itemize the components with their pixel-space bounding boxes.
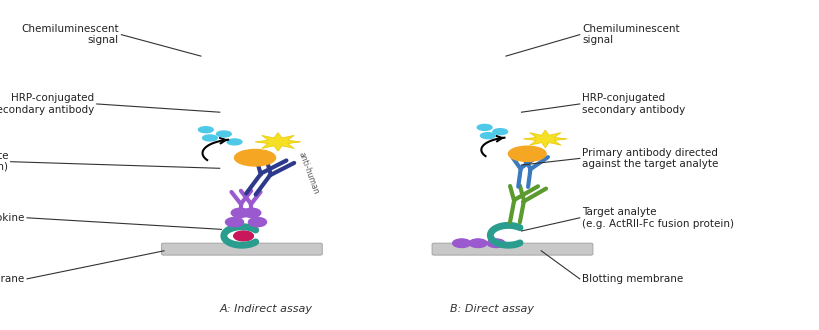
- Circle shape: [480, 133, 495, 139]
- Polygon shape: [523, 130, 567, 148]
- Text: HRP-conjugated
secondary antibody: HRP-conjugated secondary antibody: [581, 93, 685, 115]
- Text: Bait protein: TGF-β cytokine: Bait protein: TGF-β cytokine: [0, 213, 25, 223]
- Text: Blotting membrane: Blotting membrane: [581, 274, 682, 284]
- Text: B: Direct assay: B: Direct assay: [450, 304, 533, 314]
- FancyBboxPatch shape: [432, 243, 592, 255]
- Circle shape: [198, 127, 213, 133]
- Text: A: Indirect assay: A: Indirect assay: [219, 304, 313, 314]
- Ellipse shape: [242, 208, 260, 217]
- Ellipse shape: [452, 239, 470, 248]
- Ellipse shape: [225, 217, 243, 227]
- Circle shape: [227, 139, 242, 145]
- FancyBboxPatch shape: [161, 243, 322, 255]
- Circle shape: [492, 129, 507, 135]
- Ellipse shape: [468, 239, 486, 248]
- Text: Chemiluminescent
signal: Chemiluminescent signal: [21, 24, 119, 46]
- Polygon shape: [255, 133, 301, 151]
- Circle shape: [477, 124, 491, 130]
- Ellipse shape: [233, 231, 253, 241]
- Text: Chemiluminescent
signal: Chemiluminescent signal: [581, 24, 679, 46]
- Text: anti-human: anti-human: [296, 150, 319, 195]
- Ellipse shape: [486, 239, 505, 248]
- Text: Primary antibody directed
against the target analyte: Primary antibody directed against the ta…: [581, 148, 717, 169]
- Circle shape: [216, 131, 231, 137]
- Text: Target analyte
(e.g. ActRII-Fc fusion protein): Target analyte (e.g. ActRII-Fc fusion pr…: [0, 151, 8, 173]
- Ellipse shape: [248, 217, 266, 227]
- Ellipse shape: [231, 208, 249, 217]
- Text: HRP-conjugated
secondary antibody: HRP-conjugated secondary antibody: [0, 93, 94, 115]
- Circle shape: [202, 135, 217, 141]
- Circle shape: [234, 149, 275, 166]
- Text: Target analyte
(e.g. ActRII-Fc fusion protein): Target analyte (e.g. ActRII-Fc fusion pr…: [581, 207, 733, 229]
- Text: Blotting membrane: Blotting membrane: [0, 274, 25, 284]
- Circle shape: [508, 146, 545, 161]
